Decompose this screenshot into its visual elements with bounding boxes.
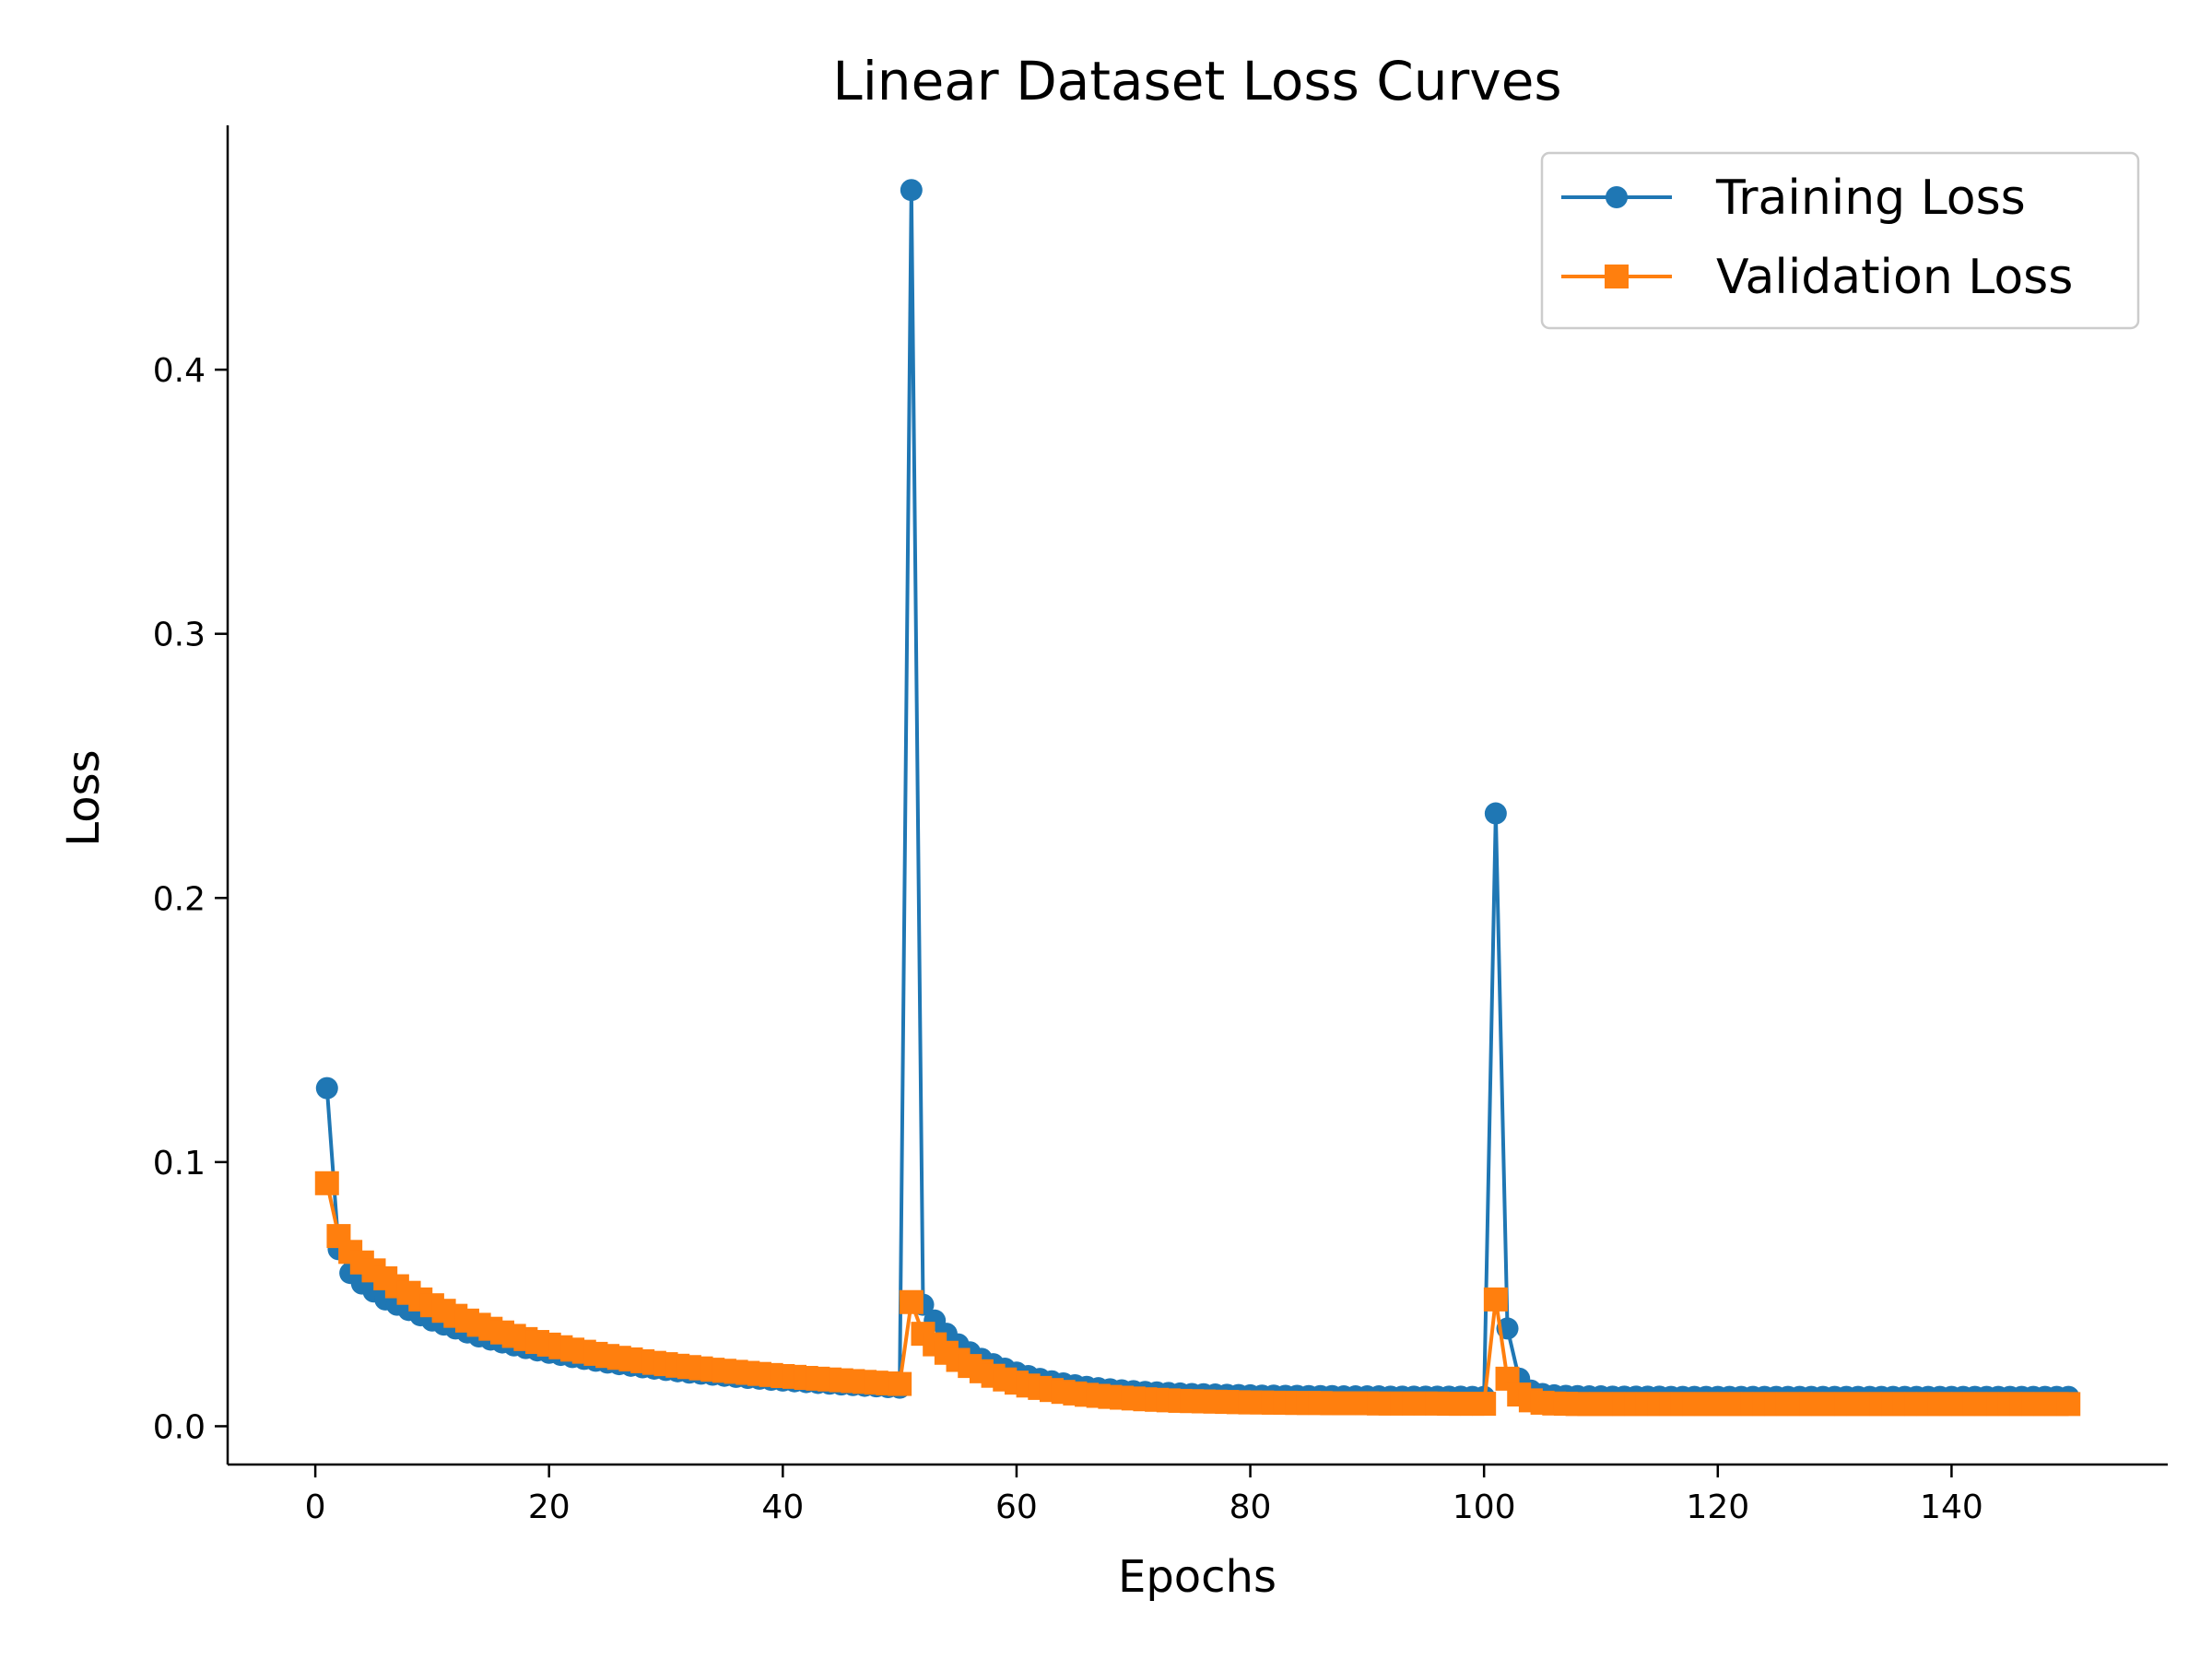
legend-item-validation: Validation Loss	[1561, 250, 2073, 305]
y-tick-label: 0.0	[153, 1408, 206, 1446]
chart-title: Linear Dataset Loss Curves	[832, 50, 1561, 112]
legend: Training Loss Validation Loss	[1540, 151, 2140, 330]
legend-box	[1540, 151, 2140, 330]
y-tick-label: 0.1	[153, 1145, 206, 1182]
legend-training-marker	[1606, 186, 1628, 208]
legend-validation-label: Validation Loss	[1716, 250, 2073, 305]
validation-loss-point	[1472, 1392, 1497, 1417]
x-tick-label: 40	[761, 1488, 804, 1526]
validation-loss-point	[2056, 1392, 2081, 1417]
series-validation-loss	[314, 1171, 2081, 1417]
y-ticks: 0.0 0.1 0.2 0.3 0.4	[153, 352, 228, 1446]
axes	[226, 125, 2168, 1466]
x-tick-label: 80	[1230, 1488, 1272, 1526]
legend-training-label: Training Loss	[1715, 171, 2026, 226]
validation-loss-point	[314, 1171, 339, 1195]
x-tick-label: 120	[1686, 1488, 1749, 1526]
y-axis-label: Loss	[58, 749, 110, 846]
y-tick-label: 0.4	[153, 352, 206, 390]
x-tick-label: 60	[995, 1488, 1038, 1526]
validation-loss-point	[888, 1371, 912, 1396]
x-axis-label: Epochs	[1118, 1551, 1277, 1603]
y-tick-label: 0.3	[153, 617, 206, 654]
y-tick-label: 0.2	[153, 880, 206, 918]
training-loss-point	[315, 1077, 338, 1100]
validation-loss-point	[1483, 1287, 1508, 1312]
training-loss-point	[1484, 802, 1507, 825]
x-tick-label: 100	[1453, 1488, 1516, 1526]
series-layer	[314, 179, 2081, 1417]
x-ticks: 0 20 40 60 80 100 120 140	[305, 1465, 1983, 1526]
legend-item-training: Training Loss	[1561, 171, 2026, 226]
x-tick-label: 0	[305, 1488, 326, 1526]
validation-loss-point	[899, 1289, 924, 1314]
x-tick-label: 140	[1920, 1488, 1983, 1526]
x-tick-label: 20	[528, 1488, 571, 1526]
training-loss-point	[900, 179, 923, 202]
legend-validation-marker	[1605, 265, 1629, 288]
